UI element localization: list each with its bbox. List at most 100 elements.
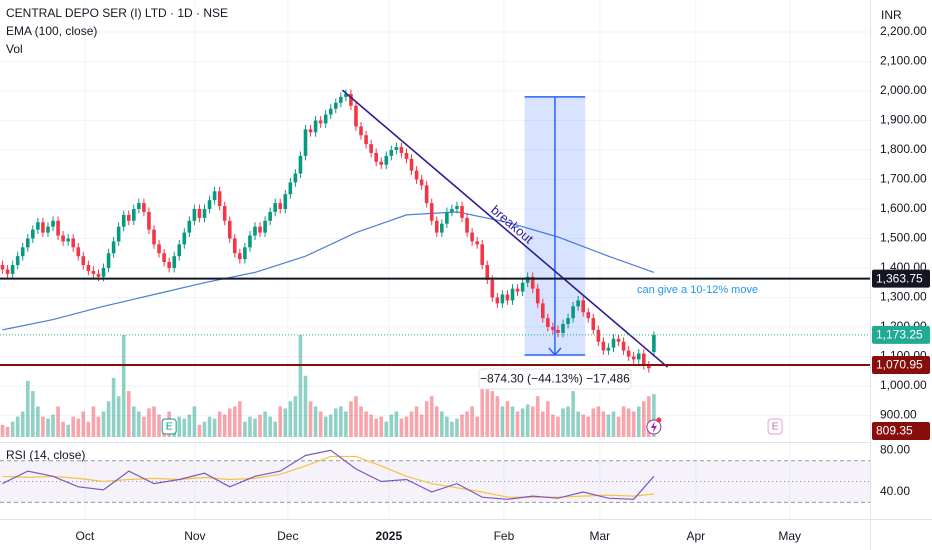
price-tag xyxy=(872,325,930,344)
volume-bar xyxy=(475,416,479,437)
candle-body xyxy=(510,288,515,301)
rsi-tick-label: 40.00 xyxy=(880,484,910,498)
price-tag-label: 1,173.25 xyxy=(876,328,923,342)
y-tick-label: 2,000.00 xyxy=(880,83,927,97)
candle-body xyxy=(126,214,131,221)
candle-body xyxy=(465,217,469,233)
volume-bar xyxy=(25,380,30,437)
candle-body xyxy=(157,244,161,254)
volume-bar xyxy=(500,406,505,437)
rsi-pane xyxy=(0,449,870,503)
candle-body xyxy=(162,253,166,263)
candle-body xyxy=(631,356,636,360)
volume-bar xyxy=(238,401,242,437)
candle-body xyxy=(485,265,490,280)
volume-bar xyxy=(546,401,550,437)
candle-body xyxy=(132,208,136,221)
event-marker xyxy=(767,418,783,435)
volume-bar xyxy=(263,411,267,437)
candle-body xyxy=(106,253,111,268)
volume-bar xyxy=(66,424,70,437)
candle-body xyxy=(571,306,575,319)
candle-body xyxy=(490,279,495,298)
volume-bar xyxy=(525,404,530,437)
candle-body xyxy=(227,220,232,239)
candle-body xyxy=(450,208,454,212)
candle-body xyxy=(25,238,30,248)
candle-body xyxy=(460,206,464,218)
price-layer xyxy=(0,89,656,373)
candle-body xyxy=(111,241,116,254)
candle-body xyxy=(177,244,182,257)
candle-body xyxy=(172,256,177,268)
volume-bar xyxy=(207,416,212,437)
candle-body xyxy=(445,211,449,224)
note: can give a 10-12% move xyxy=(637,284,758,296)
volume-layer xyxy=(0,335,656,437)
volume-bar xyxy=(606,414,611,437)
volume-bar xyxy=(389,414,394,437)
volume-bar xyxy=(308,401,313,437)
volume-bar xyxy=(470,406,474,437)
candle-body xyxy=(202,208,207,218)
candle-body xyxy=(147,211,151,230)
volume-bar xyxy=(611,411,616,437)
ema-line xyxy=(2,211,655,331)
volume-bar xyxy=(121,335,126,437)
candle-body xyxy=(197,208,202,218)
candle-body xyxy=(566,318,570,325)
axes: Oct Nov Dec 2025 Feb Mar Apr May 900.00 1,000.00 1… xyxy=(75,24,930,543)
measure-label: −874.30 (−44.13%) −17,486 xyxy=(480,372,630,386)
volume-bar xyxy=(96,416,101,437)
volume-bar xyxy=(232,406,237,437)
candle-body xyxy=(641,353,646,366)
volume-bar xyxy=(177,416,182,437)
candle-body xyxy=(248,235,252,248)
volume-bar xyxy=(414,406,419,437)
volume-bar xyxy=(374,418,378,437)
candle-body xyxy=(541,303,545,319)
volume-bar xyxy=(318,411,323,437)
volume-bar xyxy=(101,411,106,437)
split-icon-bolt xyxy=(650,421,657,433)
price-tag xyxy=(872,356,930,375)
volume-bar xyxy=(202,421,207,437)
volume-bar xyxy=(460,414,464,437)
candle-body xyxy=(621,341,626,351)
volume-bar xyxy=(86,421,91,437)
volume-bar xyxy=(46,418,50,437)
volume-bar xyxy=(485,380,490,437)
candle-body xyxy=(349,93,353,106)
volume-bar xyxy=(36,406,40,437)
volume-bar xyxy=(106,401,111,437)
volume-bar xyxy=(409,411,414,437)
volume-bar xyxy=(212,418,217,437)
measure-arrowhead xyxy=(548,347,562,357)
volume-bar xyxy=(551,414,555,437)
candle-body xyxy=(455,206,459,209)
candle-body xyxy=(556,329,560,333)
x-tick-label: Dec xyxy=(277,529,298,543)
candle-body xyxy=(359,126,363,136)
candle-body xyxy=(500,294,505,304)
volume-bar xyxy=(490,391,495,437)
candle-body xyxy=(0,265,5,270)
volume-bar xyxy=(359,406,363,437)
volume-bar xyxy=(288,401,293,437)
price-tag xyxy=(872,269,930,288)
candle-body xyxy=(636,353,641,360)
volume-bar xyxy=(434,406,439,437)
candle-body xyxy=(258,226,262,233)
volume-bar xyxy=(323,416,328,437)
volume-bar xyxy=(248,416,252,437)
candle-body xyxy=(167,262,171,268)
candle-body xyxy=(601,341,606,351)
volume-bar xyxy=(566,406,570,437)
candle-body xyxy=(66,238,70,242)
candle-body xyxy=(283,194,288,209)
candle-body xyxy=(409,158,414,171)
rsi-title: RSI (14, close) xyxy=(6,448,85,462)
candle-body xyxy=(394,147,399,150)
candle-body xyxy=(137,203,141,209)
